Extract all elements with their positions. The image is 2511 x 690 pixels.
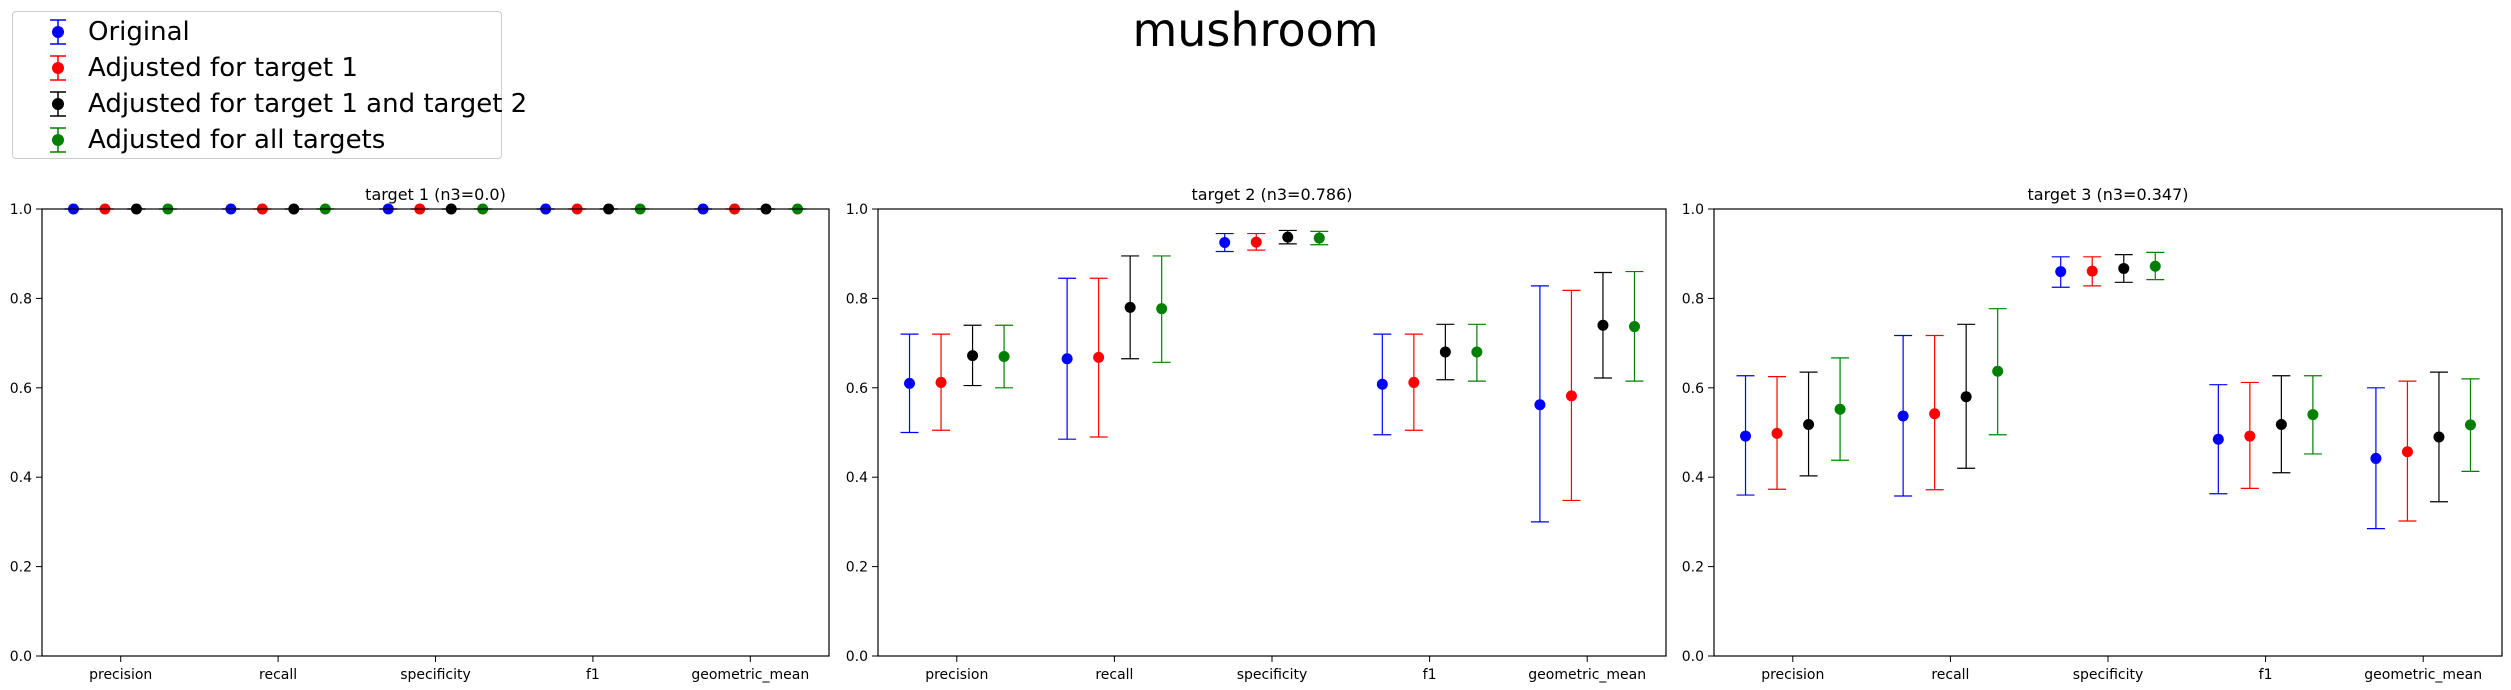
legend-item: Adjusted for target 1 and target 2 [13, 86, 527, 122]
data-point [904, 377, 916, 389]
y-tick-label: 0.0 [10, 649, 32, 665]
legend: Original Adjusted for target 1 Adjusted fo… [12, 11, 527, 159]
legend-item: Adjusted for target 1 [13, 50, 501, 86]
subplot-1: target 1 (n3=0.0) 0.0 0.2 0.4 0.6 0.8 1.0 preci… [10, 185, 830, 683]
y-tick-label: 0.4 [1682, 470, 1704, 486]
legend-label: Adjusted for target 1 [88, 53, 358, 83]
y-tick-label: 0.4 [846, 470, 868, 486]
x-tick-label: geometric_mean [691, 667, 809, 683]
y-tick-label: 1.0 [10, 202, 32, 218]
legend-item: Adjusted for all targets [13, 122, 501, 158]
data-point [1250, 236, 1262, 248]
data-point [1929, 408, 1941, 420]
subplot-2: target 2 (n3=0.786) 0.0 0.2 0.4 0.6 0.8 1.0 pre… [846, 185, 1667, 683]
legend-label: Adjusted for all targets [88, 125, 386, 155]
data-point [1897, 410, 1909, 422]
legend-marker [50, 91, 66, 117]
data-point [1628, 321, 1640, 333]
figure-title: mushroom [1132, 3, 1379, 57]
subplot-title: target 3 (n3=0.347) [2027, 185, 2188, 204]
y-tick-label: 1.0 [846, 202, 868, 218]
data-point [1597, 319, 1609, 331]
x-tick-label: specificity [1237, 667, 1308, 683]
data-point [2401, 446, 2413, 458]
legend-marker [50, 55, 66, 81]
data-point [1282, 231, 1294, 243]
data-point [1834, 403, 1846, 415]
data-point [1771, 427, 1783, 439]
data-point [2275, 418, 2287, 430]
plot-frame [1713, 208, 2503, 657]
data-point [1992, 365, 2004, 377]
y-tick-label: 0.2 [846, 560, 868, 576]
data-point [1740, 430, 1752, 442]
y-tick-label: 0.2 [1682, 560, 1704, 576]
data-point [1219, 237, 1231, 249]
data-point [1960, 391, 1972, 403]
data-point [2118, 262, 2130, 274]
y-tick-label: 0.4 [10, 470, 32, 486]
legend-marker [50, 127, 66, 153]
x-tick-label: geometric_mean [2364, 667, 2482, 683]
legend-label: Original [88, 17, 190, 47]
y-tick-label: 0.8 [1682, 291, 1704, 307]
x-tick-label: f1 [586, 667, 600, 683]
y-tick-label: 0.6 [846, 381, 868, 397]
subplot-title: target 1 (n3=0.0) [365, 185, 506, 204]
data-point [1534, 399, 1546, 411]
data-point [2464, 419, 2476, 431]
x-tick-label: precision [89, 667, 152, 683]
data-point [935, 376, 947, 388]
data-point [2086, 265, 2098, 277]
y-tick-label: 0.8 [846, 291, 868, 307]
legend-item: Original [13, 14, 501, 50]
data-point [2149, 260, 2161, 272]
y-tick-label: 1.0 [1682, 202, 1704, 218]
data-point [2433, 431, 2445, 443]
x-tick-label: f1 [1423, 667, 1437, 683]
y-tick-label: 0.0 [846, 649, 868, 665]
data-point [1439, 346, 1451, 358]
legend-label: Adjusted for target 1 and target 2 [88, 89, 528, 119]
x-tick-label: recall [1095, 667, 1133, 683]
subplot-title: target 2 (n3=0.786) [1191, 185, 1352, 204]
data-point [1803, 418, 1815, 430]
data-point [1376, 378, 1388, 390]
data-point [967, 350, 979, 362]
x-tick-label: geometric_mean [1528, 667, 1646, 683]
data-point [2370, 452, 2382, 464]
y-tick-label: 0.6 [1682, 381, 1704, 397]
data-point [1061, 353, 1073, 365]
data-point [1093, 351, 1105, 363]
subplot-3: target 3 (n3=0.347) 0.0 0.2 0.4 0.6 0.8 1.0 pre… [1682, 185, 2503, 683]
plot-frame [41, 208, 830, 657]
y-tick-label: 0.8 [10, 291, 32, 307]
x-tick-label: f1 [2259, 667, 2273, 683]
y-tick-label: 0.0 [1682, 649, 1704, 665]
data-point [1471, 346, 1483, 358]
legend-marker [50, 19, 66, 45]
data-point [1408, 376, 1420, 388]
data-point [2244, 430, 2256, 442]
data-point [998, 351, 1010, 363]
data-point [2212, 433, 2224, 445]
data-point [2307, 409, 2319, 421]
x-tick-label: specificity [2073, 667, 2144, 683]
x-tick-label: specificity [400, 667, 471, 683]
y-tick-label: 0.6 [10, 381, 32, 397]
x-tick-label: recall [1931, 667, 1969, 683]
data-point [2055, 266, 2067, 278]
x-tick-label: recall [259, 667, 297, 683]
data-point [1565, 390, 1577, 402]
x-tick-label: precision [925, 667, 988, 683]
data-point [1156, 303, 1168, 315]
plot-frame [877, 208, 1667, 657]
data-point [1313, 232, 1325, 244]
y-tick-label: 0.2 [10, 560, 32, 576]
data-point [1124, 301, 1136, 313]
x-tick-label: precision [1761, 667, 1824, 683]
